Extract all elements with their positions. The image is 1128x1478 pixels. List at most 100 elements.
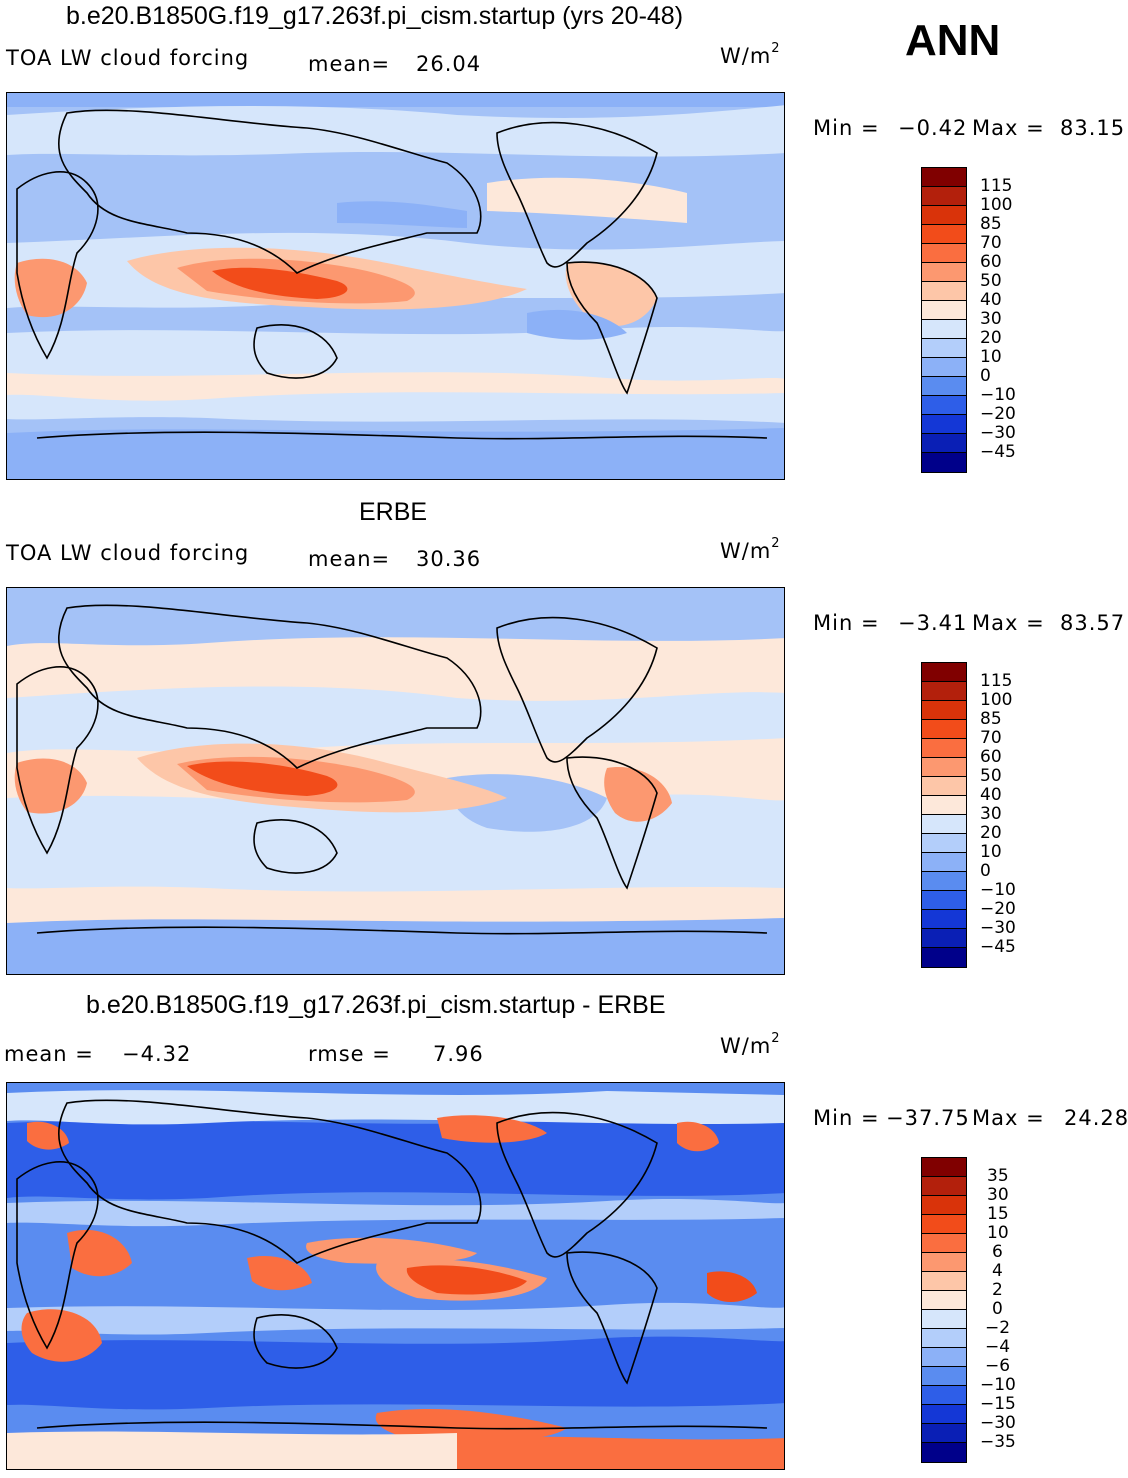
panel3-level-label: 15	[987, 1204, 1009, 1224]
colorbar-swatch	[922, 739, 966, 758]
colorbar-swatch	[922, 1196, 966, 1215]
colorbar-swatch	[922, 282, 966, 301]
panel2-level-label: 100	[980, 690, 1013, 710]
panel2-level-label: 50	[980, 766, 1002, 786]
colorbar-swatch	[922, 910, 966, 929]
panel1-mean-value: 26.04	[416, 52, 482, 76]
panel3-max-label: Max =	[972, 1106, 1045, 1130]
colorbar-swatch	[922, 187, 966, 206]
panel3-colorbar	[921, 1157, 967, 1463]
panel1-level-label: 20	[980, 328, 1002, 348]
colorbar-swatch	[922, 1367, 966, 1386]
colorbar-swatch	[922, 1215, 966, 1234]
colorbar-swatch	[922, 1234, 966, 1253]
panel2-level-label: 0	[980, 861, 991, 881]
panel1-min-label: Min =	[813, 116, 880, 140]
panel3-min-value: −37.75	[886, 1106, 970, 1130]
panel1-max-label: Max =	[972, 116, 1045, 140]
panel2-title: ERBE	[359, 498, 428, 526]
colorbar-swatch	[922, 206, 966, 225]
panel3-level-label: −4	[985, 1337, 1011, 1357]
colorbar-swatch	[922, 263, 966, 282]
panel2-level-label: 30	[980, 804, 1002, 824]
panel1-level-label: 60	[980, 252, 1002, 272]
colorbar-swatch	[922, 720, 966, 739]
panel3-map	[6, 1082, 785, 1470]
colorbar-swatch	[922, 701, 966, 720]
panel2-mean-value: 30.36	[416, 547, 482, 571]
colorbar-swatch	[922, 377, 966, 396]
panel3-level-label: 4	[992, 1261, 1003, 1281]
colorbar-swatch	[922, 1310, 966, 1329]
panel2-level-label: 70	[980, 728, 1002, 748]
panel3-min-label: Min =	[813, 1106, 880, 1130]
colorbar-swatch	[922, 1424, 966, 1443]
colorbar-swatch	[922, 1272, 966, 1291]
colorbar-swatch	[922, 339, 966, 358]
panel1-level-label: 115	[980, 176, 1013, 196]
panel1-mean-label: mean=	[308, 52, 391, 76]
panel1-units: W/m2	[720, 41, 781, 68]
panel3-level-label: 2	[992, 1280, 1003, 1300]
panel1-title: b.e20.B1850G.f19_g17.263f.pi_cism.startu…	[66, 2, 684, 30]
panel3-level-label: −2	[985, 1318, 1011, 1338]
panel3-level-label: 35	[987, 1166, 1009, 1186]
panel3-level-label: −6	[985, 1356, 1011, 1376]
panel1-map	[6, 92, 785, 480]
colorbar-swatch	[922, 929, 966, 948]
panel2-map	[6, 587, 785, 975]
colorbar-swatch	[922, 320, 966, 339]
panel1-level-label: −10	[980, 385, 1016, 405]
colorbar-swatch	[922, 415, 966, 434]
panel3-title: b.e20.B1850G.f19_g17.263f.pi_cism.startu…	[86, 991, 666, 1019]
colorbar-swatch	[922, 1158, 966, 1177]
colorbar-swatch	[922, 948, 966, 967]
colorbar-swatch	[922, 834, 966, 853]
panel1-level-label: −45	[980, 442, 1016, 462]
colorbar-swatch	[922, 682, 966, 701]
panel2-level-label: −10	[980, 880, 1016, 900]
panel2-min-value: −3.41	[898, 611, 968, 635]
colorbar-swatch	[922, 758, 966, 777]
panel2-level-label: −30	[980, 918, 1016, 938]
colorbar-swatch	[922, 301, 966, 320]
panel3-rmse-value: 7.96	[433, 1042, 484, 1066]
panel2-colorbar	[921, 662, 967, 968]
panel2-level-label: 85	[980, 709, 1002, 729]
panel1-level-label: 0	[980, 366, 991, 386]
panel1-min-value: −0.42	[898, 116, 968, 140]
panel2-level-label: 115	[980, 671, 1013, 691]
colorbar-swatch	[922, 1386, 966, 1405]
panel3-max-value: 24.28	[1064, 1106, 1128, 1130]
panel2-level-label: 40	[980, 785, 1002, 805]
panel3-units: W/m2	[720, 1031, 781, 1058]
panel1-max-value: 83.15	[1060, 116, 1126, 140]
panel3-level-label: 6	[992, 1242, 1003, 1262]
panel1-level-label: 100	[980, 195, 1013, 215]
colorbar-swatch	[922, 1253, 966, 1272]
panel2-max-label: Max =	[972, 611, 1045, 635]
panel1-level-label: 85	[980, 214, 1002, 234]
panel3-level-label: 10	[987, 1223, 1009, 1243]
colorbar-swatch	[922, 1177, 966, 1196]
colorbar-swatch	[922, 815, 966, 834]
colorbar-swatch	[922, 1443, 966, 1462]
panel1-level-label: 40	[980, 290, 1002, 310]
panel3-level-label: 0	[992, 1299, 1003, 1319]
panel2-mean-label: mean=	[308, 547, 391, 571]
colorbar-swatch	[922, 872, 966, 891]
colorbar-swatch	[922, 796, 966, 815]
panel3-mean-value: −4.32	[122, 1042, 192, 1066]
panel3-level-label: −35	[980, 1432, 1016, 1452]
panel2-level-label: −45	[980, 937, 1016, 957]
panel1-colorbar	[921, 167, 967, 473]
panel1-level-label: 70	[980, 233, 1002, 253]
colorbar-swatch	[922, 663, 966, 682]
panel1-level-label: 10	[980, 347, 1002, 367]
colorbar-swatch	[922, 168, 966, 187]
panel3-level-label: 30	[987, 1185, 1009, 1205]
panel3-level-label: −30	[980, 1413, 1016, 1433]
panel1-variable: TOA LW cloud forcing	[6, 46, 250, 70]
panel2-min-label: Min =	[813, 611, 880, 635]
panel1-level-label: −20	[980, 404, 1016, 424]
